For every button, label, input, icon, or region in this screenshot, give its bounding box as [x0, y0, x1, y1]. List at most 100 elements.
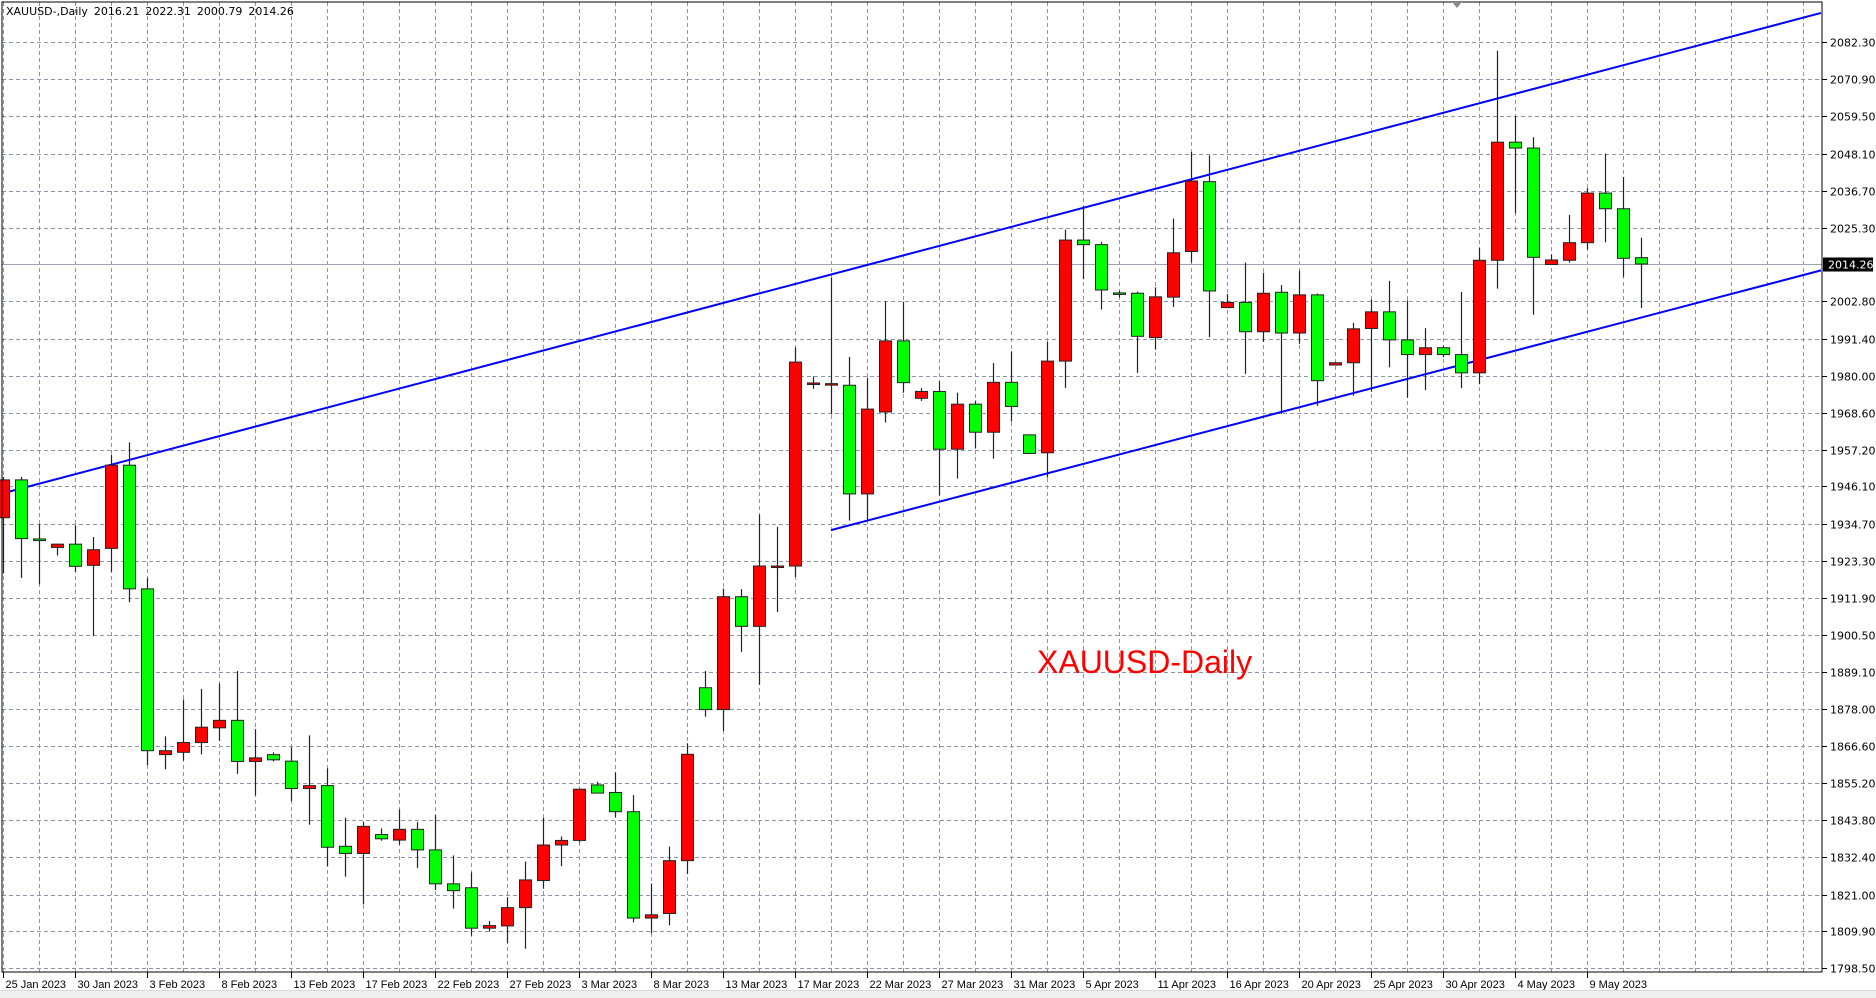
- open-value: 2016.21: [93, 5, 140, 18]
- candle-body: [483, 925, 496, 929]
- candle: [33, 524, 46, 585]
- x-tick-label: 30 Apr 2023: [1446, 979, 1505, 991]
- candle-body: [627, 811, 640, 919]
- candle: [1293, 270, 1306, 344]
- x-tick-label: 22 Feb 2023: [438, 979, 500, 991]
- candle-body: [249, 757, 262, 762]
- y-tick-label: 1968.60: [1830, 408, 1876, 421]
- candle: [861, 377, 874, 521]
- candle-body: [285, 760, 298, 790]
- candle-body: [1311, 294, 1324, 382]
- candle-body: [267, 754, 280, 761]
- candle-body: [1383, 311, 1396, 341]
- candle: [1077, 206, 1090, 280]
- candle: [1437, 345, 1450, 358]
- candle: [0, 476, 10, 574]
- candle: [447, 855, 460, 909]
- trendlines: [2, 11, 1822, 532]
- y-tick-label: 2070.90: [1830, 74, 1876, 87]
- candle: [933, 381, 946, 496]
- candle: [1005, 351, 1018, 422]
- candle: [1311, 293, 1324, 406]
- candle-body: [159, 750, 172, 756]
- candle: [1509, 116, 1522, 214]
- y-tick-label: 1991.40: [1830, 334, 1876, 347]
- candle-body: [429, 849, 442, 885]
- y-tick-label: 1855.20: [1830, 778, 1876, 791]
- x-tick-label: 13 Feb 2023: [294, 979, 356, 991]
- candle-body: [375, 834, 388, 840]
- candle: [1383, 280, 1396, 368]
- candle-body: [1293, 294, 1306, 334]
- candle-body: [1473, 259, 1486, 374]
- candle-body: [1617, 208, 1630, 259]
- candle-body: [663, 860, 676, 915]
- candle-body: [1167, 252, 1180, 298]
- x-tick-label: 8 Mar 2023: [654, 979, 710, 991]
- y-tick-label: 1878.00: [1830, 704, 1876, 717]
- y-tick-label: 1809.90: [1830, 926, 1876, 939]
- candle: [501, 897, 514, 944]
- candle: [609, 772, 622, 818]
- candle: [645, 883, 658, 934]
- candle: [1167, 218, 1180, 307]
- candle: [681, 743, 694, 875]
- candle-body: [1635, 257, 1648, 265]
- y-tick-label: 1889.10: [1830, 667, 1876, 680]
- candle-body: [645, 914, 658, 919]
- candle: [1203, 155, 1216, 337]
- candle: [519, 861, 532, 949]
- candle-body: [69, 543, 82, 567]
- y-tick-label: 1821.00: [1830, 890, 1876, 903]
- candle: [303, 735, 316, 825]
- x-tick-label: 25 Jan 2023: [6, 979, 67, 991]
- candle-body: [1563, 242, 1576, 261]
- x-tick-label: 27 Feb 2023: [510, 979, 572, 991]
- candle: [249, 729, 262, 796]
- y-tick-label: 1843.80: [1830, 815, 1876, 828]
- candle: [735, 589, 748, 652]
- candle: [627, 795, 640, 923]
- candle: [483, 921, 496, 932]
- x-tick-label: 20 Apr 2023: [1302, 979, 1361, 991]
- candle-body: [753, 565, 766, 627]
- candle: [429, 814, 442, 891]
- candle: [1131, 291, 1144, 373]
- candle-body: [555, 839, 568, 846]
- low-value: 2000.79: [196, 5, 243, 18]
- candle: [195, 689, 208, 755]
- x-tick-label: 16 Apr 2023: [1230, 979, 1289, 991]
- candle: [357, 822, 370, 905]
- candle: [1023, 434, 1036, 454]
- candle: [1275, 285, 1288, 414]
- candle: [1527, 137, 1540, 315]
- candle-body: [1221, 301, 1234, 309]
- candle-body: [105, 464, 118, 549]
- candle-body: [1005, 381, 1018, 407]
- candle-body: [897, 340, 910, 384]
- candle: [771, 526, 784, 613]
- candle: [663, 846, 676, 926]
- x-tick-label: 8 Feb 2023: [222, 979, 278, 991]
- candle-body: [807, 382, 820, 385]
- candle: [339, 817, 352, 877]
- candle-body: [951, 403, 964, 450]
- candle: [591, 781, 604, 794]
- candle: [375, 828, 388, 841]
- candle: [1635, 237, 1648, 308]
- candle-body: [465, 887, 478, 929]
- candle-body: [1347, 328, 1360, 364]
- candle-body: [825, 383, 838, 386]
- candle: [1257, 272, 1270, 342]
- x-tick-label: 13 Mar 2023: [726, 979, 788, 991]
- candle: [1365, 299, 1378, 392]
- chart-shift-marker: [1452, 2, 1462, 8]
- candle-body: [195, 726, 208, 744]
- y-tick-label: 2059.50: [1830, 111, 1876, 124]
- candle-body: [393, 828, 406, 841]
- candle: [393, 809, 406, 845]
- candle-body: [321, 785, 334, 848]
- candle: [1059, 229, 1072, 388]
- candle-body: [1329, 362, 1342, 366]
